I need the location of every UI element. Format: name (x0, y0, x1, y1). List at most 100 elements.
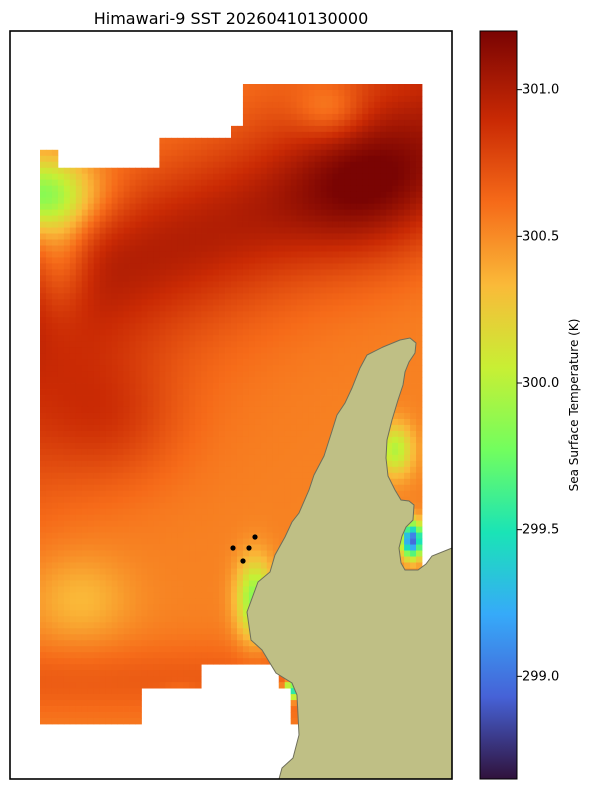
sst-cell (260, 383, 268, 390)
sst-cell (278, 430, 286, 438)
sst-cell (266, 107, 274, 115)
sst-cell (129, 215, 136, 222)
sst-cell (266, 448, 274, 456)
sst-cell (266, 520, 274, 528)
sst-cell (338, 401, 345, 408)
sst-cell (404, 562, 411, 569)
sst-cell (219, 335, 226, 342)
sst-cell (344, 101, 351, 109)
sst-cell (368, 323, 375, 330)
sst-cell (147, 257, 154, 264)
sst-cell (165, 347, 172, 354)
sst-cell (40, 478, 47, 486)
sst-cell (231, 269, 238, 276)
sst-cell (99, 371, 107, 378)
sst-cell (260, 155, 268, 163)
sst-cell (231, 448, 238, 456)
sst-cell (338, 389, 345, 396)
sst-cell (189, 275, 196, 282)
sst-cell (171, 203, 178, 211)
sst-cell (344, 251, 351, 258)
sst-cell (129, 233, 136, 240)
sst-cell (207, 341, 214, 348)
sst-cell (410, 185, 417, 193)
sst-cell (254, 89, 262, 97)
sst-cell (189, 484, 196, 492)
sst-cell (225, 215, 232, 222)
sst-cell (308, 311, 315, 318)
sst-cell (57, 173, 65, 181)
sst-cell (308, 95, 315, 103)
sst-cell (57, 359, 65, 366)
sst-cell (308, 347, 315, 354)
sst-cell (111, 239, 118, 246)
sst-cell (242, 209, 250, 216)
sst-cell (207, 323, 214, 330)
sst-cell (332, 305, 339, 312)
sst-cell (242, 275, 250, 282)
sst-cell (236, 365, 244, 372)
sst-cell (69, 317, 77, 324)
sst-cell (105, 538, 113, 545)
sst-cell (51, 275, 59, 282)
sst-cell (338, 323, 345, 330)
sst-cell (392, 89, 399, 97)
sst-cell (57, 401, 65, 408)
sst-cell (314, 257, 321, 264)
sst-cell (75, 305, 83, 312)
sst-cell (308, 401, 315, 408)
sst-cell (75, 335, 83, 342)
sst-cell (51, 305, 59, 312)
sst-cell (213, 347, 220, 354)
sst-cell (57, 472, 65, 480)
sst-cell (219, 424, 226, 432)
sst-cell (99, 544, 107, 551)
sst-cell (416, 143, 423, 151)
sst-cell (159, 281, 166, 288)
sst-cell (272, 359, 280, 366)
sst-cell (201, 484, 208, 492)
sst-cell (40, 406, 47, 414)
sst-cell (189, 526, 196, 533)
sst-cell (260, 329, 268, 336)
sst-cell (75, 389, 83, 396)
sst-cell (99, 275, 107, 282)
sst-cell (231, 281, 238, 288)
sst-cell (183, 436, 190, 444)
sst-cell (201, 550, 208, 557)
sst-cell (213, 155, 220, 163)
sst-cell (40, 161, 47, 169)
sst-cell (398, 490, 405, 498)
sst-cell (314, 101, 321, 109)
sst-cell (260, 113, 268, 121)
sst-cell (380, 101, 387, 109)
sst-cell (129, 472, 136, 480)
sst-cell (272, 233, 280, 240)
sst-cell (302, 257, 309, 264)
sst-cell (75, 227, 83, 234)
sst-cell (290, 89, 298, 97)
sst-cell (40, 311, 47, 318)
sst-cell (135, 167, 142, 175)
sst-cell (195, 281, 202, 288)
sst-cell (332, 353, 339, 360)
sst-cell (201, 401, 208, 408)
sst-cell (404, 245, 411, 252)
sst-cell (87, 299, 95, 306)
sst-cell (254, 371, 262, 378)
sst-cell (374, 245, 381, 252)
sst-cell (225, 466, 232, 474)
sst-cell (410, 406, 417, 414)
sst-cell (338, 113, 345, 121)
sst-cell (219, 185, 226, 193)
sst-cell (308, 317, 315, 324)
sst-cell (410, 520, 417, 528)
sst-cell (350, 245, 357, 252)
sst-cell (165, 269, 172, 276)
sst-cell (147, 179, 154, 187)
sst-cell (189, 167, 196, 175)
sst-cell (284, 191, 292, 199)
sst-cell (344, 137, 351, 145)
sst-cell (99, 556, 107, 563)
sst-cell (302, 251, 309, 258)
